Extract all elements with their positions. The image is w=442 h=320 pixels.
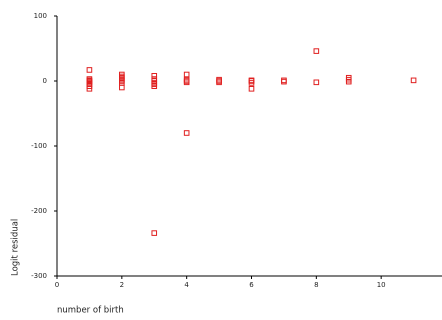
x-tick-label: 8 [314, 281, 318, 289]
point [183, 130, 190, 136]
x-tick-label: 10 [377, 281, 386, 289]
y-axis-title: Logit residual [11, 219, 21, 276]
x-tick-label: 4 [184, 281, 189, 289]
point [183, 71, 190, 78]
y-tick-label: 100 [34, 12, 47, 20]
point [216, 79, 222, 86]
y-tick-label: -300 [31, 272, 47, 280]
point [151, 83, 158, 90]
point [183, 78, 190, 84]
point [183, 79, 190, 86]
point [248, 86, 255, 92]
x-axis-title: number of birth [57, 306, 124, 316]
point [248, 80, 255, 86]
y-tick-label: -100 [31, 142, 47, 150]
x-tick-label: 0 [55, 281, 59, 289]
point [151, 230, 158, 236]
point [216, 78, 222, 84]
point [151, 73, 158, 79]
point [119, 84, 125, 91]
y-tick-label: -200 [31, 207, 47, 215]
point [281, 78, 287, 85]
x-tick-label: 6 [249, 281, 254, 289]
point [281, 77, 287, 84]
point [313, 48, 320, 54]
point [345, 78, 352, 85]
point [86, 86, 93, 92]
point [313, 79, 320, 86]
y-tick-label: 0 [43, 77, 47, 85]
x-tick-label: 2 [120, 281, 124, 289]
point [86, 67, 93, 73]
point [410, 77, 417, 84]
